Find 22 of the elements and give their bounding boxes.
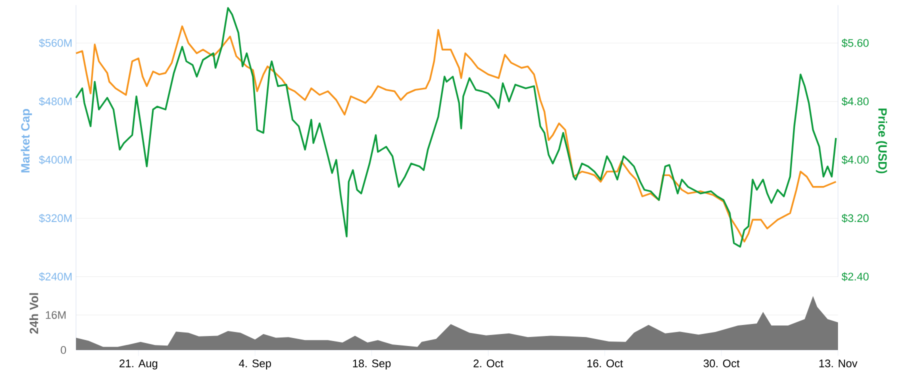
x-tick-label: 16. Oct — [587, 360, 623, 368]
x-tick-label: 21. Aug — [120, 360, 158, 370]
y2-tick-label: $4.80 — [842, 97, 869, 106]
y-tick-label: 16M — [46, 311, 66, 319]
y2-tick-label: $4.00 — [842, 155, 869, 164]
x-tick-label: 2. Oct — [474, 360, 504, 368]
y-tick-label: 0 — [60, 346, 66, 354]
y-axis-title: 24h Vol — [29, 293, 38, 334]
y2-tick-label: $5.60 — [842, 38, 869, 48]
y-tick-label: $320M — [38, 214, 72, 223]
x-tick-label: 4. Sep — [238, 360, 271, 370]
x-tick-label: 18. Sep — [353, 360, 391, 370]
y-tick-label: $240M — [38, 272, 72, 282]
y-axis-title: Market Cap — [20, 109, 32, 172]
y-tick-label: $400M — [38, 155, 72, 164]
y-tick-label: $480M — [38, 97, 72, 106]
y2-axis-title: Price (USD) — [876, 108, 888, 174]
y2-tick-label: $2.40 — [842, 272, 869, 282]
y-tick-label: $560M — [38, 38, 72, 48]
x-tick-label: 30. Oct — [704, 360, 740, 368]
x-tick-label: 13. Nov — [819, 360, 858, 368]
y2-tick-label: $3.20 — [842, 214, 869, 223]
